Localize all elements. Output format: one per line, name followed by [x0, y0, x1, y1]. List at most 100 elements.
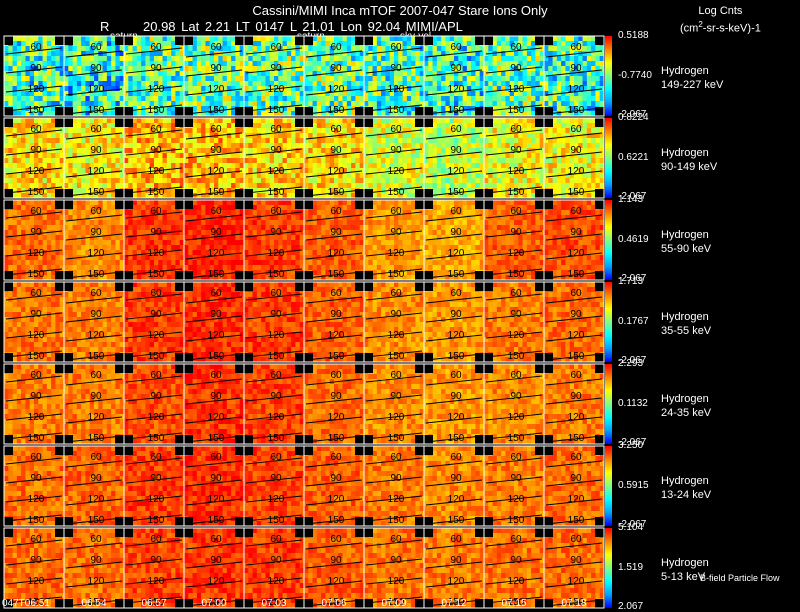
- heatmap-cell: [433, 183, 438, 188]
- heatmap-cell: [248, 71, 253, 76]
- heatmap-cell: [334, 138, 339, 143]
- panel-corner: [364, 118, 373, 127]
- heatmap-cell: [210, 56, 215, 61]
- heatmap-cell: [313, 143, 318, 148]
- heatmap-cell: [25, 178, 30, 183]
- heatmap-cell: [415, 66, 420, 71]
- heatmap-cell: [145, 138, 150, 143]
- heatmap-cell: [553, 66, 558, 71]
- heatmap-cell: [317, 86, 322, 91]
- heatmap-cell: [43, 260, 48, 265]
- heatmap-cell: [227, 118, 232, 123]
- heatmap-cell: [107, 61, 112, 66]
- heatmap-cell: [463, 178, 468, 183]
- heatmap-cell: [201, 101, 206, 106]
- heatmap-cell: [17, 210, 22, 215]
- heatmap-cell: [355, 138, 360, 143]
- heatmap-cell: [471, 183, 476, 188]
- heatmap-cell: [124, 168, 129, 173]
- heatmap-cell: [21, 200, 26, 205]
- heatmap-cell: [355, 46, 360, 51]
- heatmap-cell: [565, 178, 570, 183]
- heatmap-cell: [43, 205, 48, 210]
- heatmap-cell: [595, 71, 600, 76]
- heatmap-cell: [381, 36, 386, 41]
- heatmap-cell: [351, 61, 356, 66]
- heatmap-cell: [25, 143, 30, 148]
- heatmap-cell: [415, 81, 420, 86]
- heatmap-cell: [17, 118, 22, 123]
- panel-corner: [484, 189, 493, 198]
- heatmap-cell: [55, 96, 60, 101]
- heatmap-cell: [128, 163, 133, 168]
- heatmap-cell: [570, 178, 575, 183]
- heatmap-cell: [30, 158, 35, 163]
- heatmap-cell: [325, 51, 330, 56]
- heatmap-cell: [403, 133, 408, 138]
- heatmap-cell: [463, 118, 468, 123]
- heatmap-cell: [227, 178, 232, 183]
- heatmap-cell: [21, 101, 26, 106]
- angle-label: 120: [508, 84, 525, 95]
- heatmap-cell: [561, 106, 566, 111]
- heatmap-cell: [407, 46, 412, 51]
- heatmap-cell: [527, 81, 532, 86]
- panel-corner: [484, 36, 493, 45]
- heatmap-cell: [188, 46, 193, 51]
- heatmap-cell: [411, 153, 416, 158]
- heatmap-cell: [107, 106, 112, 111]
- heatmap-cell: [73, 168, 78, 173]
- heatmap-cell: [201, 138, 206, 143]
- heatmap-cell: [355, 168, 360, 173]
- heatmap-cell: [205, 178, 210, 183]
- heatmap-cell: [291, 148, 296, 153]
- heatmap-cell: [317, 56, 322, 61]
- heatmap-cell: [407, 61, 412, 66]
- heatmap-cell: [13, 143, 18, 148]
- heatmap-cell: [531, 71, 536, 76]
- panel-corner: [355, 36, 364, 45]
- heatmap-cell: [81, 178, 86, 183]
- heatmap-cell: [497, 128, 502, 133]
- heatmap-cell: [523, 138, 528, 143]
- heatmap-cell: [548, 96, 553, 101]
- heatmap-cell: [373, 36, 378, 41]
- heatmap-cell: [527, 36, 532, 41]
- heatmap-cell: [527, 96, 532, 101]
- heatmap-cell: [377, 138, 382, 143]
- heatmap-cell: [531, 153, 536, 158]
- heatmap-cell: [124, 96, 129, 101]
- heatmap-cell: [128, 178, 133, 183]
- heatmap-cell: [8, 71, 13, 76]
- heatmap-cell: [557, 148, 562, 153]
- heatmap-cell: [55, 148, 60, 153]
- heatmap-cell: [493, 173, 498, 178]
- heatmap-cell: [81, 128, 86, 133]
- heatmap-cell: [137, 81, 142, 86]
- heatmap-cell: [4, 143, 9, 148]
- heatmap-cell: [403, 178, 408, 183]
- heatmap-cell: [351, 138, 356, 143]
- heatmap-cell: [595, 101, 600, 106]
- heatmap-cell: [330, 36, 335, 41]
- heatmap-cell: [437, 41, 442, 46]
- heatmap-cell: [265, 138, 270, 143]
- heatmap-cell: [497, 61, 502, 66]
- heatmap-cell: [355, 183, 360, 188]
- heatmap-cell: [368, 81, 373, 86]
- heatmap-cell: [441, 41, 446, 46]
- heatmap-cell: [193, 61, 198, 66]
- heatmap-cell: [107, 158, 112, 163]
- heatmap-cell: [257, 81, 262, 86]
- heatmap-cell: [467, 41, 472, 46]
- heatmap-cell: [25, 220, 30, 225]
- heatmap-cell: [201, 148, 206, 153]
- heatmap-cell: [115, 138, 120, 143]
- heatmap-cell: [133, 123, 138, 128]
- heatmap-cell: [411, 61, 416, 66]
- heatmap-cell: [145, 143, 150, 148]
- heatmap-cell: [137, 188, 142, 193]
- heatmap-cell: [283, 51, 288, 56]
- heatmap-cell: [38, 76, 43, 81]
- heatmap-cell: [347, 183, 352, 188]
